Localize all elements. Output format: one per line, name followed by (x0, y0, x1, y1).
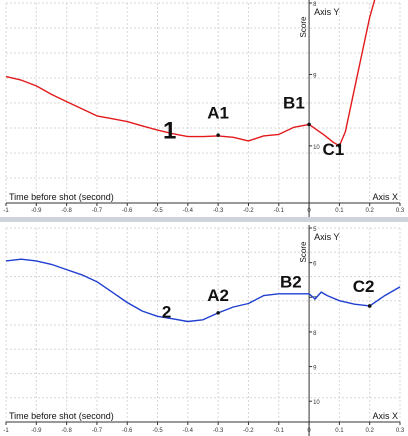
x-tick-label: -0.7 (92, 428, 103, 434)
x-tick-label: 0.2 (366, 428, 375, 434)
x-tick-label: 0.1 (335, 208, 344, 214)
top-chart-panel: -1-0.9-0.8-0.7-0.6-0.5-0.4-0.3-0.2-0.100… (0, 0, 408, 217)
marker-point (307, 122, 311, 127)
x-tick-label: -0.8 (61, 208, 72, 214)
x-tick-label: -0.3 (213, 208, 224, 214)
panel-separator (0, 217, 408, 222)
annotation-label: 2 (162, 302, 171, 321)
series-line (5, 0, 376, 147)
annotation-label: B2 (280, 273, 302, 292)
bottom-chart-panel: -1-0.9-0.8-0.7-0.6-0.5-0.4-0.3-0.2-0.100… (0, 222, 408, 436)
x-tick-label: -0.3 (213, 428, 224, 434)
y-axis-title: Score (299, 16, 308, 37)
x-tick-label: 0.1 (335, 428, 344, 434)
annotation-label: C2 (353, 277, 375, 296)
y-tick-label: 9 (313, 366, 317, 372)
x-axis-title: Time before shot (second) (9, 192, 114, 202)
x-tick-label: 0.3 (396, 428, 405, 434)
annotation-label: A2 (207, 286, 229, 305)
marker-point (216, 133, 220, 137)
annotation-label: C1 (322, 140, 344, 159)
x-tick-label: -0.5 (152, 428, 163, 434)
y-tick-label: 6 (313, 262, 317, 268)
grid (5, 2, 401, 204)
x-tick-label: -0.1 (274, 428, 285, 434)
marker-point (216, 311, 220, 315)
x-tick-label: -0.4 (183, 428, 194, 434)
x-tick-label: -0.8 (61, 428, 72, 434)
x-tick-label: -0.9 (31, 428, 42, 434)
x-tick-label: -0.2 (243, 428, 254, 434)
y-tick-label: 10 (313, 400, 320, 406)
annotation-label: A1 (207, 104, 229, 123)
y-tick-label: 8 (313, 2, 317, 8)
x-tick-label: 0.3 (396, 208, 405, 214)
x-tick-label: -0.2 (243, 208, 254, 214)
x-tick-label: -0.6 (122, 428, 133, 434)
series-line (5, 258, 401, 323)
y-axis-name: Axis Y (314, 7, 339, 17)
x-tick-label: -1 (3, 208, 9, 214)
x-tick-label: 0.2 (366, 208, 375, 214)
bottom-line-chart: -1-0.9-0.8-0.7-0.6-0.5-0.4-0.3-0.2-0.100… (3, 225, 405, 436)
y-axis-name: Axis Y (314, 232, 339, 242)
x-tick-label: -0.5 (152, 208, 163, 214)
annotation-label: B1 (283, 94, 305, 113)
y-tick-label: 8 (313, 331, 317, 337)
x-tick-label: -1 (3, 428, 9, 434)
marker-point (337, 144, 342, 148)
top-line-chart: -1-0.9-0.8-0.7-0.6-0.5-0.4-0.3-0.2-0.100… (3, 0, 405, 217)
x-tick-label: -0.1 (274, 208, 285, 214)
y-tick-label: 9 (313, 73, 317, 79)
x-tick-label: -0.9 (31, 208, 42, 214)
x-tick-label: -0.4 (183, 208, 194, 214)
marker-point (367, 304, 372, 308)
x-axis-name: Axis X (372, 192, 398, 202)
y-tick-label: 10 (313, 145, 320, 151)
annotation-label: 1 (163, 118, 176, 145)
x-axis-name: Axis X (372, 411, 398, 421)
y-axis-title: Score (299, 241, 308, 262)
y-tick-label: 5 (313, 227, 317, 233)
x-axis-title: Time before shot (second) (9, 411, 114, 421)
x-tick-label: -0.7 (92, 208, 103, 214)
x-tick-label: -0.6 (122, 208, 133, 214)
grid (5, 227, 401, 423)
